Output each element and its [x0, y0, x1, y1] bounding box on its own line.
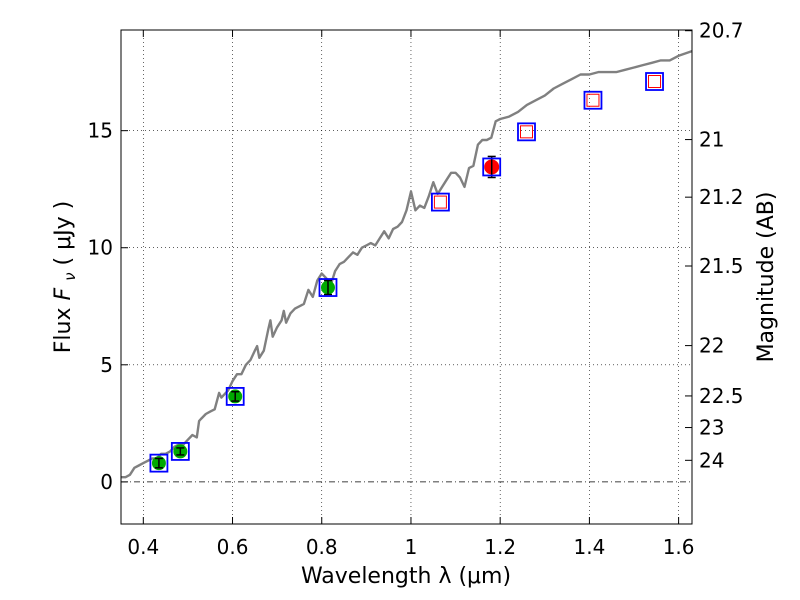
- plot-background: [121, 30, 692, 524]
- blue-open-square: [645, 72, 664, 91]
- y-axis-label-suffix: ( μJy ): [51, 201, 76, 266]
- blue-open-square: [431, 192, 450, 212]
- y-axis-label-symbol: F: [51, 287, 76, 300]
- x-tick-label: 1.2: [484, 535, 516, 559]
- x-tick-label: 0.4: [127, 535, 159, 559]
- blue-open-square: [517, 122, 536, 142]
- red-open-square: [433, 195, 447, 209]
- y-tick-label: 15: [88, 119, 113, 143]
- right-tick-label: 21.2: [699, 185, 744, 209]
- blue-open-square: [170, 442, 190, 461]
- x-tick-label: 1.6: [663, 535, 695, 559]
- data-points: [149, 72, 664, 473]
- axis-ticks: 0.4 0.6 0.8 1 1.2 1.4 1.6 0 5 10 15 20.7 21 21.2 21.5 2…: [88, 19, 744, 559]
- y-axis-label: Flux F ν ( μJy ): [51, 201, 81, 353]
- right-tick-label: 24: [699, 448, 724, 472]
- x-tick-label: 1.4: [573, 535, 605, 559]
- blue-open-square: [583, 90, 603, 110]
- right-axis-label: Magnitude (AB): [754, 192, 779, 363]
- blue-open-square: [318, 278, 338, 297]
- x-axis-label: Wavelength λ (μm): [301, 564, 511, 589]
- model-sed-curve: [121, 49, 693, 479]
- right-tick-label: 21: [699, 128, 724, 152]
- right-tick-label: 20.7: [699, 19, 744, 43]
- y-axis-label-subscript: ν: [61, 272, 79, 280]
- red-open-square: [648, 75, 662, 89]
- right-tick-label: 21.5: [699, 254, 744, 278]
- x-tick-label: 0.8: [306, 535, 338, 559]
- y-tick-label: 10: [88, 236, 113, 260]
- right-tick-label: 22.5: [699, 384, 744, 408]
- red-open-square: [586, 93, 600, 107]
- right-tick-label: 22: [699, 334, 724, 358]
- x-tick-label: 0.6: [217, 535, 249, 559]
- y-tick-label: 0: [100, 470, 113, 494]
- y-axis-label-prefix: Flux: [51, 300, 76, 353]
- right-tick-label: 23: [699, 416, 724, 440]
- x-tick-label: 1: [405, 535, 418, 559]
- red-open-square: [519, 125, 533, 139]
- plot-frame: [120, 29, 693, 525]
- blue-open-square: [482, 157, 502, 177]
- y-tick-label: 5: [100, 353, 113, 377]
- blue-open-square: [225, 387, 245, 406]
- blue-open-square: [149, 453, 169, 473]
